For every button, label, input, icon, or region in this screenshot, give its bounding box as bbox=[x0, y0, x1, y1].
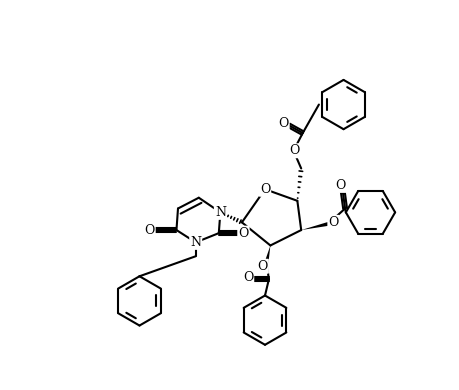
Text: O: O bbox=[335, 179, 345, 192]
Text: O: O bbox=[238, 227, 248, 239]
Text: O: O bbox=[242, 271, 253, 284]
Text: N: N bbox=[190, 236, 201, 249]
Text: O: O bbox=[257, 260, 267, 273]
Text: O: O bbox=[288, 144, 299, 157]
Text: O: O bbox=[328, 216, 338, 229]
Text: O: O bbox=[259, 183, 269, 196]
Text: O: O bbox=[144, 223, 154, 237]
Text: O: O bbox=[278, 117, 288, 130]
Text: N: N bbox=[214, 206, 225, 219]
Polygon shape bbox=[301, 222, 328, 230]
Polygon shape bbox=[264, 245, 270, 263]
